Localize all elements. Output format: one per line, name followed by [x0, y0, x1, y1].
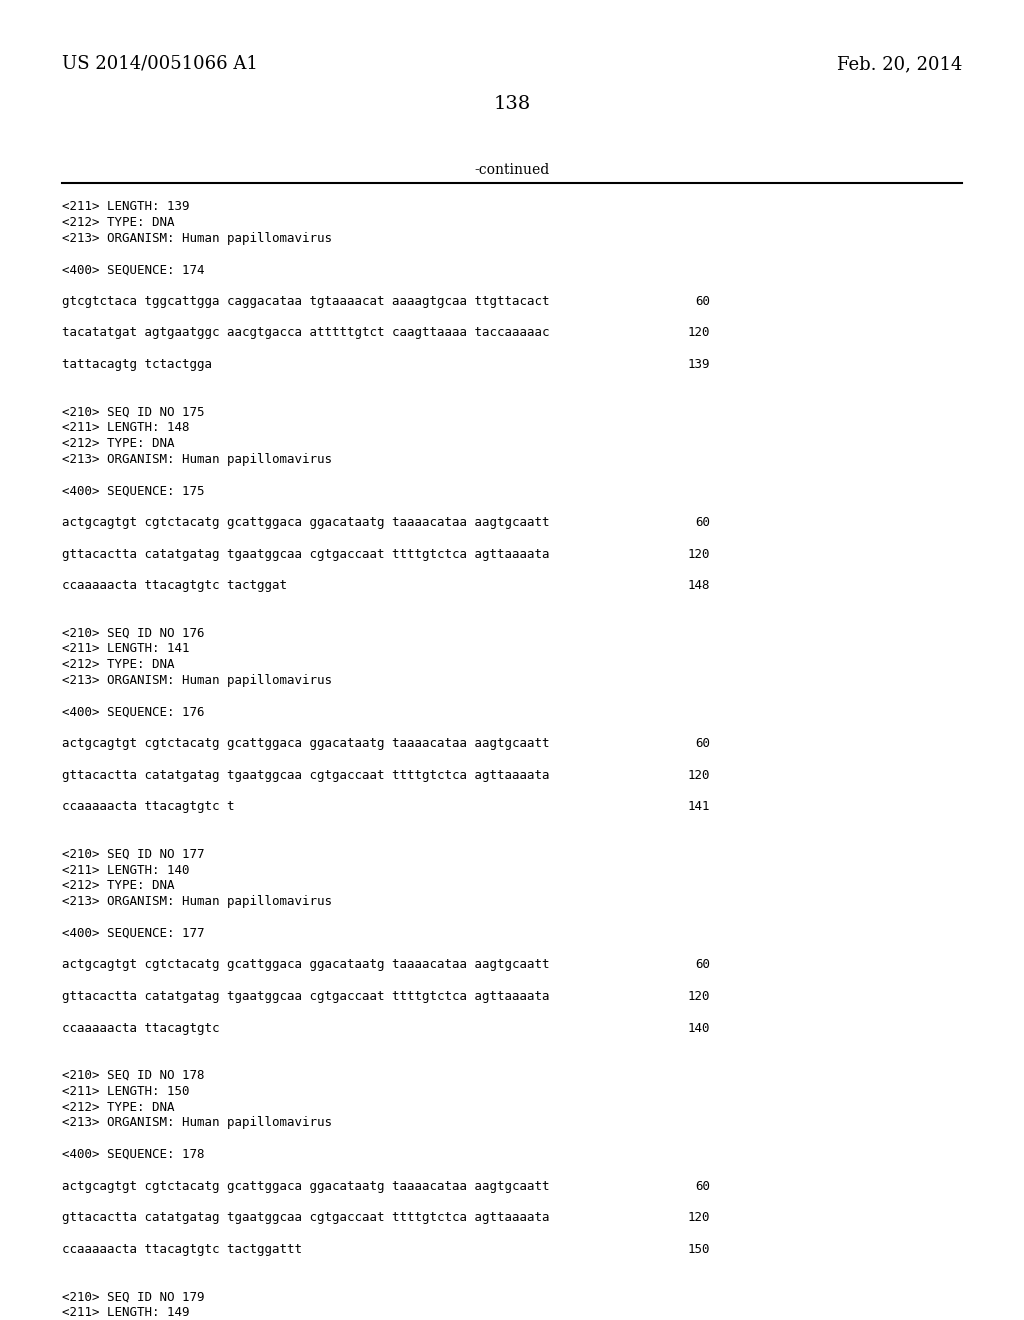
Text: 139: 139	[687, 358, 710, 371]
Text: tattacagtg tctactgga: tattacagtg tctactgga	[62, 358, 212, 371]
Text: <400> SEQUENCE: 178: <400> SEQUENCE: 178	[62, 1148, 205, 1162]
Text: <211> LENGTH: 148: <211> LENGTH: 148	[62, 421, 189, 434]
Text: <210> SEQ ID NO 175: <210> SEQ ID NO 175	[62, 405, 205, 418]
Text: 120: 120	[687, 326, 710, 339]
Text: gtcgtctaca tggcattgga caggacataa tgtaaaacat aaaagtgcaa ttgttacact: gtcgtctaca tggcattgga caggacataa tgtaaaa…	[62, 294, 550, 308]
Text: gttacactta catatgatag tgaatggcaa cgtgaccaat ttttgtctca agttaaaata: gttacactta catatgatag tgaatggcaa cgtgacc…	[62, 1212, 550, 1224]
Text: <210> SEQ ID NO 176: <210> SEQ ID NO 176	[62, 627, 205, 640]
Text: <213> ORGANISM: Human papillomavirus: <213> ORGANISM: Human papillomavirus	[62, 453, 332, 466]
Text: Feb. 20, 2014: Feb. 20, 2014	[837, 55, 962, 73]
Text: ccaaaaacta ttacagtgtc: ccaaaaacta ttacagtgtc	[62, 1022, 219, 1035]
Text: 140: 140	[687, 1022, 710, 1035]
Text: actgcagtgt cgtctacatg gcattggaca ggacataatg taaaacataa aagtgcaatt: actgcagtgt cgtctacatg gcattggaca ggacata…	[62, 737, 550, 750]
Text: <213> ORGANISM: Human papillomavirus: <213> ORGANISM: Human papillomavirus	[62, 895, 332, 908]
Text: <212> TYPE: DNA: <212> TYPE: DNA	[62, 437, 174, 450]
Text: gttacactta catatgatag tgaatggcaa cgtgaccaat ttttgtctca agttaaaata: gttacactta catatgatag tgaatggcaa cgtgacc…	[62, 768, 550, 781]
Text: 60: 60	[695, 294, 710, 308]
Text: <210> SEQ ID NO 179: <210> SEQ ID NO 179	[62, 1290, 205, 1303]
Text: 60: 60	[695, 516, 710, 529]
Text: <210> SEQ ID NO 177: <210> SEQ ID NO 177	[62, 847, 205, 861]
Text: <212> TYPE: DNA: <212> TYPE: DNA	[62, 879, 174, 892]
Text: 60: 60	[695, 1180, 710, 1192]
Text: actgcagtgt cgtctacatg gcattggaca ggacataatg taaaacataa aagtgcaatt: actgcagtgt cgtctacatg gcattggaca ggacata…	[62, 1180, 550, 1192]
Text: 120: 120	[687, 1212, 710, 1224]
Text: ccaaaaacta ttacagtgtc tactggat: ccaaaaacta ttacagtgtc tactggat	[62, 579, 287, 593]
Text: ccaaaaacta ttacagtgtc tactggattt: ccaaaaacta ttacagtgtc tactggattt	[62, 1243, 302, 1255]
Text: 141: 141	[687, 800, 710, 813]
Text: <212> TYPE: DNA: <212> TYPE: DNA	[62, 215, 174, 228]
Text: <211> LENGTH: 149: <211> LENGTH: 149	[62, 1305, 189, 1319]
Text: 120: 120	[687, 548, 710, 561]
Text: <212> TYPE: DNA: <212> TYPE: DNA	[62, 659, 174, 671]
Text: actgcagtgt cgtctacatg gcattggaca ggacataatg taaaacataa aagtgcaatt: actgcagtgt cgtctacatg gcattggaca ggacata…	[62, 958, 550, 972]
Text: <211> LENGTH: 150: <211> LENGTH: 150	[62, 1085, 189, 1098]
Text: <213> ORGANISM: Human papillomavirus: <213> ORGANISM: Human papillomavirus	[62, 231, 332, 244]
Text: <211> LENGTH: 139: <211> LENGTH: 139	[62, 201, 189, 213]
Text: 150: 150	[687, 1243, 710, 1255]
Text: <213> ORGANISM: Human papillomavirus: <213> ORGANISM: Human papillomavirus	[62, 1117, 332, 1130]
Text: <400> SEQUENCE: 176: <400> SEQUENCE: 176	[62, 706, 205, 718]
Text: US 2014/0051066 A1: US 2014/0051066 A1	[62, 55, 258, 73]
Text: 60: 60	[695, 958, 710, 972]
Text: gttacactta catatgatag tgaatggcaa cgtgaccaat ttttgtctca agttaaaata: gttacactta catatgatag tgaatggcaa cgtgacc…	[62, 990, 550, 1003]
Text: <211> LENGTH: 141: <211> LENGTH: 141	[62, 643, 189, 656]
Text: gttacactta catatgatag tgaatggcaa cgtgaccaat ttttgtctca agttaaaata: gttacactta catatgatag tgaatggcaa cgtgacc…	[62, 548, 550, 561]
Text: ccaaaaacta ttacagtgtc t: ccaaaaacta ttacagtgtc t	[62, 800, 234, 813]
Text: 148: 148	[687, 579, 710, 593]
Text: <211> LENGTH: 140: <211> LENGTH: 140	[62, 863, 189, 876]
Text: <400> SEQUENCE: 174: <400> SEQUENCE: 174	[62, 263, 205, 276]
Text: <400> SEQUENCE: 175: <400> SEQUENCE: 175	[62, 484, 205, 498]
Text: 138: 138	[494, 95, 530, 114]
Text: 120: 120	[687, 768, 710, 781]
Text: <212> TYPE: DNA: <212> TYPE: DNA	[62, 1101, 174, 1114]
Text: tacatatgat agtgaatggc aacgtgacca atttttgtct caagttaaaa taccaaaaac: tacatatgat agtgaatggc aacgtgacca atttttg…	[62, 326, 550, 339]
Text: actgcagtgt cgtctacatg gcattggaca ggacataatg taaaacataa aagtgcaatt: actgcagtgt cgtctacatg gcattggaca ggacata…	[62, 516, 550, 529]
Text: -continued: -continued	[474, 162, 550, 177]
Text: 120: 120	[687, 990, 710, 1003]
Text: 60: 60	[695, 737, 710, 750]
Text: <210> SEQ ID NO 178: <210> SEQ ID NO 178	[62, 1069, 205, 1082]
Text: <400> SEQUENCE: 177: <400> SEQUENCE: 177	[62, 927, 205, 940]
Text: <213> ORGANISM: Human papillomavirus: <213> ORGANISM: Human papillomavirus	[62, 675, 332, 686]
